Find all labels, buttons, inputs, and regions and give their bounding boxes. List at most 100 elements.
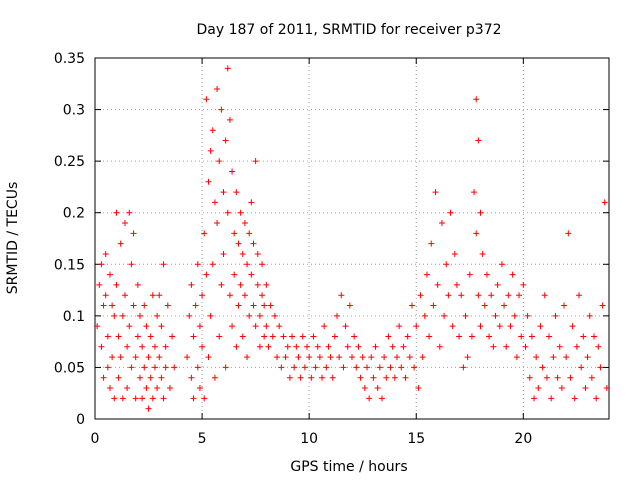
data-point (244, 261, 251, 268)
data-point (282, 354, 289, 361)
data-point (278, 364, 285, 371)
data-point (113, 281, 120, 288)
data-point (503, 343, 510, 350)
data-point (543, 374, 550, 381)
data-point (241, 220, 248, 227)
data-point (593, 395, 600, 402)
data-point (109, 302, 116, 309)
data-point (244, 354, 251, 361)
data-point (145, 354, 152, 361)
data-point (100, 374, 107, 381)
data-point (464, 354, 471, 361)
data-point (494, 281, 501, 288)
data-point (250, 302, 257, 309)
data-point (274, 354, 281, 361)
data-point (578, 364, 585, 371)
data-point (526, 374, 533, 381)
data-point (203, 271, 210, 278)
data-point (259, 261, 266, 268)
data-point (126, 209, 133, 216)
data-point (516, 292, 523, 299)
data-point (372, 343, 379, 350)
data-point (451, 250, 458, 257)
data-point (269, 333, 276, 340)
x-tick-label: 15 (407, 431, 425, 447)
data-point (143, 385, 150, 392)
data-point (576, 292, 583, 299)
data-point (344, 343, 351, 350)
data-point (475, 137, 482, 144)
data-point (211, 374, 218, 381)
data-point (355, 343, 362, 350)
data-point (601, 199, 608, 206)
data-point (218, 281, 225, 288)
data-point (357, 374, 364, 381)
data-point (511, 312, 518, 319)
data-point (162, 343, 169, 350)
data-point (368, 354, 375, 361)
data-point (331, 333, 338, 340)
data-point (156, 354, 163, 361)
x-tick-label: 10 (300, 431, 318, 447)
data-point (291, 364, 298, 371)
data-point (100, 302, 107, 309)
data-point (121, 220, 128, 227)
data-point (443, 261, 450, 268)
data-point (199, 343, 206, 350)
data-points (94, 65, 610, 412)
data-point (537, 323, 544, 330)
data-point (158, 374, 165, 381)
data-point (229, 168, 236, 175)
data-point (231, 271, 238, 278)
data-point (115, 374, 122, 381)
data-point (205, 178, 212, 185)
data-point (106, 385, 113, 392)
data-point (419, 354, 426, 361)
data-point (481, 302, 488, 309)
data-point (284, 343, 291, 350)
data-point (445, 292, 452, 299)
data-point (468, 333, 475, 340)
data-point (124, 343, 131, 350)
data-point (186, 312, 193, 319)
data-point (233, 189, 240, 196)
data-point (194, 261, 201, 268)
data-point (299, 333, 306, 340)
data-point (423, 271, 430, 278)
data-point (239, 333, 246, 340)
data-point (158, 323, 165, 330)
data-point (286, 374, 293, 381)
data-point (496, 323, 503, 330)
data-point (231, 230, 238, 237)
data-point (389, 343, 396, 350)
data-point (160, 395, 167, 402)
data-point (130, 230, 137, 237)
data-point (154, 385, 161, 392)
data-point (597, 364, 604, 371)
plot-frame (94, 57, 610, 420)
data-point (237, 209, 244, 216)
data-point (603, 385, 610, 392)
data-point (248, 271, 255, 278)
data-point (483, 271, 490, 278)
data-point (117, 354, 124, 361)
data-point (531, 395, 538, 402)
data-point (415, 385, 422, 392)
data-point (111, 312, 118, 319)
data-point (413, 323, 420, 330)
data-point (147, 374, 154, 381)
data-point (162, 364, 169, 371)
data-point (466, 271, 473, 278)
data-point (124, 385, 131, 392)
data-point (520, 281, 527, 288)
data-point (98, 261, 105, 268)
data-point (141, 364, 148, 371)
data-point (141, 302, 148, 309)
data-point (535, 385, 542, 392)
data-point (524, 312, 531, 319)
data-point (408, 302, 415, 309)
data-point (591, 333, 598, 340)
data-point (149, 395, 156, 402)
data-point (312, 364, 319, 371)
data-point (336, 354, 343, 361)
